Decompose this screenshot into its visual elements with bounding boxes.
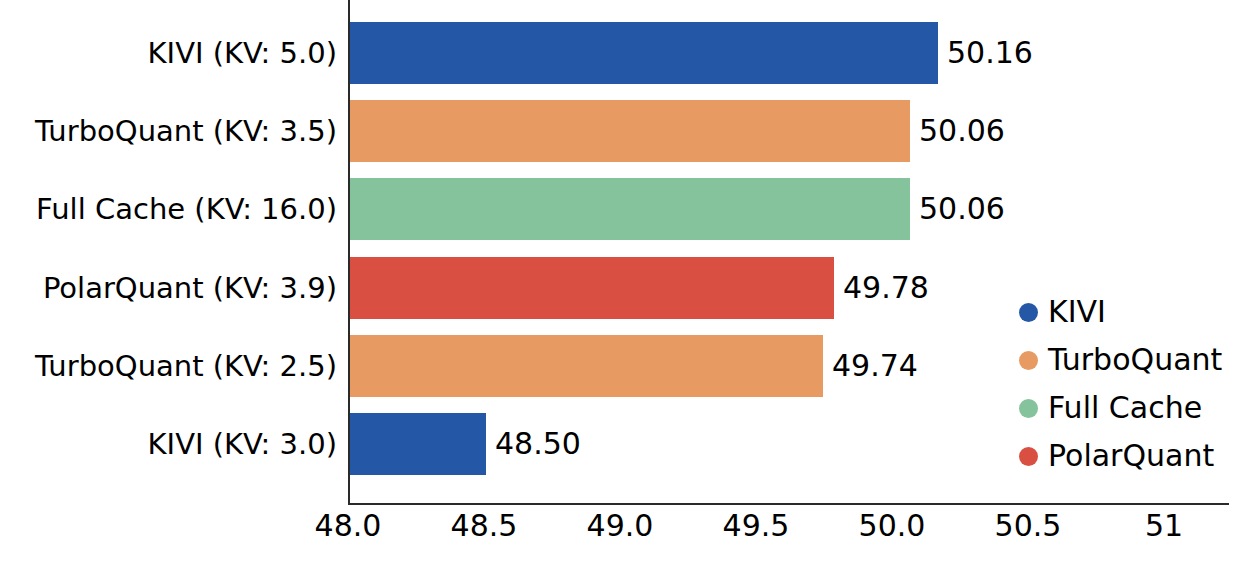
bar-polarquant [350,257,834,319]
legend-item: KIVI [1019,288,1222,336]
x-tick-label: 51 [1145,508,1183,544]
category-label: PolarQuant (KV: 3.9) [0,268,337,308]
bar-value-label: 50.16 [947,35,1033,71]
legend-swatch-circle-icon [1019,351,1038,370]
legend-swatch-circle-icon [1019,447,1038,466]
x-tick-label: 49.0 [587,508,654,544]
legend-label: PolarQuant [1048,438,1214,474]
legend-label: TurboQuant [1048,342,1222,378]
x-tick-label: 48.5 [451,508,518,544]
x-tick-label: 48.0 [315,508,382,544]
legend-item: TurboQuant [1019,336,1222,384]
bar-kivi [350,22,938,84]
legend-swatch-circle-icon [1019,303,1038,322]
category-label: KIVI (KV: 3.0) [0,424,337,464]
bar-chart-figure: KIVI (KV: 5.0) TurboQuant (KV: 3.5) Full C… [0,0,1250,561]
bar-value-label: 49.78 [843,270,929,306]
bar-value-label: 50.06 [919,191,1005,227]
category-label: Full Cache (KV: 16.0) [0,189,337,229]
bar-turboquant [350,100,910,162]
category-label: TurboQuant (KV: 3.5) [0,111,337,151]
bar-kivi [350,413,486,475]
legend-label: Full Cache [1048,390,1202,426]
legend: KIVI TurboQuant Full Cache PolarQuant [1019,288,1222,480]
x-tick-label: 49.5 [723,508,790,544]
bar-value-label: 50.06 [919,113,1005,149]
bar-value-label: 48.50 [495,426,581,462]
x-tick-label: 50.5 [995,508,1062,544]
x-tick-label: 50.0 [859,508,926,544]
category-label: KIVI (KV: 5.0) [0,33,337,73]
bar-value-label: 49.74 [832,348,918,384]
legend-item: PolarQuant [1019,432,1222,480]
legend-label: KIVI [1048,294,1106,330]
legend-item: Full Cache [1019,384,1222,432]
bar-turboquant [350,335,823,397]
category-label: TurboQuant (KV: 2.5) [0,346,337,386]
legend-swatch-circle-icon [1019,399,1038,418]
bar-full-cache [350,178,910,240]
